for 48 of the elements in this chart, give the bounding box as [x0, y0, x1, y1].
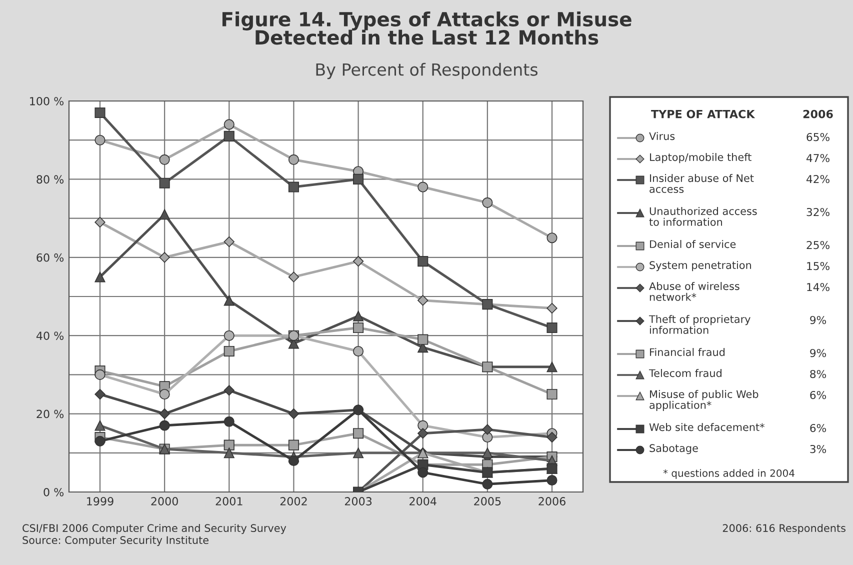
text: 2006 [803, 110, 833, 118]
y-tick-label: 20 % [36, 410, 64, 418]
x-tick-label: 2005 [474, 497, 501, 506]
text: 47% [806, 154, 830, 162]
legend-label: Virus [649, 132, 675, 140]
text: 25% [806, 240, 830, 250]
text: 14% [807, 282, 830, 292]
text: 2006: 616 Respondents [722, 524, 846, 534]
legend-label: Abuse of wireless network* [649, 282, 740, 301]
text: 9% [810, 316, 826, 324]
legend-label: System penetration [650, 261, 752, 272]
y-tick-label: 60 % [36, 253, 64, 262]
legend-label: Unauthorized access to information [649, 207, 757, 226]
text: 42% [806, 174, 830, 184]
chart-subtitle: By Percent of Respondents [316, 62, 538, 80]
legend-label: Theft of proprietary information [648, 315, 750, 334]
text: CSI/FBI 2006 Computer Crime and Security Survey [22, 524, 286, 534]
legend-label: Telecom fraud [648, 369, 722, 378]
text: 65% [806, 132, 830, 142]
legend-label: Denial of service [650, 240, 736, 248]
x-tick-label: 2002 [280, 497, 307, 506]
legend-title: TYPE OF ATTACK [651, 110, 756, 118]
text: 9% [810, 348, 826, 358]
x-tick-label: 2004 [410, 497, 436, 506]
x-tick-label: 2001 [216, 497, 242, 506]
legend-label: Sabotage [650, 444, 698, 454]
y-tick-label: 0 % [44, 488, 64, 496]
legend-label: Laptop/mobile theft [650, 153, 752, 164]
x-tick-label: 2000 [151, 497, 178, 506]
text: 32% [806, 208, 830, 216]
legend-label: Financial fraud [650, 348, 725, 356]
source-note: Source: Computer Security Institute [22, 536, 208, 546]
legend-label: Web site defacement* [649, 423, 764, 432]
x-tick-label: 2003 [344, 497, 372, 506]
x-tick-label: 2006 [538, 497, 566, 506]
y-tick-label: 80 % [36, 175, 64, 184]
text: 15% [807, 262, 830, 270]
x-tick-label: 1999 [87, 497, 114, 506]
y-tick-label: 40 % [36, 332, 64, 340]
legend-label: Misuse of public Web application* [650, 390, 758, 411]
text: 6% [810, 424, 826, 432]
text: 8% [810, 370, 826, 378]
legend-label: Insider abuse of Net access [650, 174, 754, 193]
text: * questions added in 2004 [663, 469, 794, 479]
y-tick-label: 100 % [30, 96, 64, 106]
text: 6% [810, 390, 826, 400]
chart-title: Figure 14. Types of Attacks or Misuse Detected in the Last 12 Months [222, 11, 632, 45]
text: 3% [810, 444, 826, 454]
